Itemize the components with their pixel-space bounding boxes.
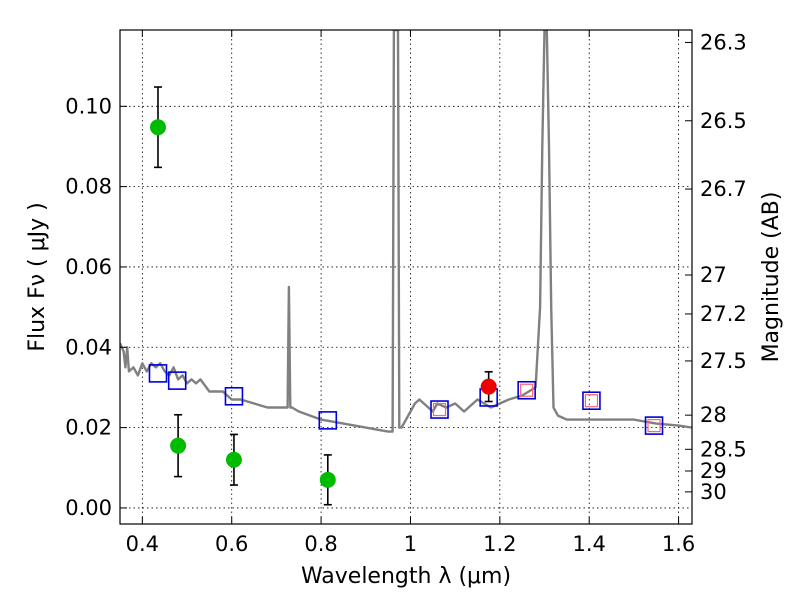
y-tick-label: 0.06 <box>65 255 112 279</box>
x-tick-label: 0.8 <box>304 532 337 556</box>
model-band-square <box>318 411 338 430</box>
data-point <box>225 451 242 468</box>
y-axis-label: Flux Fν ( μJy ) <box>25 202 50 351</box>
right-tick-label: 26.3 <box>700 30 747 54</box>
right-tick-label: 26.7 <box>700 177 747 201</box>
x-tick-label: 1 <box>404 532 417 556</box>
right-tick-label: 29 <box>700 459 727 483</box>
x-tick-label: 1.2 <box>483 532 516 556</box>
y-tick-label: 0.08 <box>65 175 112 199</box>
x-tick-label: 0.4 <box>126 532 159 556</box>
model-spectrum-line <box>120 30 692 433</box>
data-point <box>170 437 187 454</box>
model-band-square <box>167 371 187 390</box>
y-tick-label: 0.04 <box>65 335 112 359</box>
model-band-square <box>582 391 601 411</box>
x-axis-label: Wavelength λ (μm) <box>301 564 511 589</box>
x-tick-label: 1.4 <box>573 532 606 556</box>
model-band-inner-square <box>647 419 661 433</box>
model-band-inner-square <box>520 383 534 397</box>
right-tick-label: 26.5 <box>700 109 747 133</box>
grid-lines <box>120 30 692 524</box>
highlighted-data-point <box>480 378 497 395</box>
data-point <box>149 119 166 136</box>
model-band-square <box>224 386 244 406</box>
y-tick-label: 0.02 <box>65 416 112 440</box>
model-band-square <box>517 380 536 400</box>
model-band-square <box>430 400 449 419</box>
model-band-inner-square <box>584 394 599 408</box>
data-point <box>319 471 336 488</box>
right-tick-label: 27.5 <box>700 349 747 373</box>
right-tick-label: 27.2 <box>700 302 747 326</box>
right-tick-label: 28.5 <box>700 437 747 461</box>
y-tick-label: 0.10 <box>65 94 112 118</box>
model-band-square <box>148 364 168 383</box>
model-band-square <box>644 416 664 435</box>
plot-frame <box>119 29 693 525</box>
model-band-inner-square <box>432 402 447 417</box>
right-tick-label: 27 <box>700 263 727 287</box>
x-tick-label: 0.6 <box>215 532 248 556</box>
right-tick-label: 30 <box>700 480 727 504</box>
right-tick-label: 28 <box>700 403 727 427</box>
x-tick-label: 1.6 <box>662 532 695 556</box>
axis-ticks: 0.4 0.6 0.8 1 1.2 1.4 1.6 0.00 0.02 0.04 0.06 0.08 0… <box>65 30 747 556</box>
right-axis-label: Magnitude (AB) <box>759 192 784 363</box>
y-tick-label: 0.00 <box>65 496 112 520</box>
model-spectrum-layer <box>120 30 692 433</box>
model-band-flux-layer <box>148 364 664 435</box>
observed-points-layer <box>149 86 497 506</box>
